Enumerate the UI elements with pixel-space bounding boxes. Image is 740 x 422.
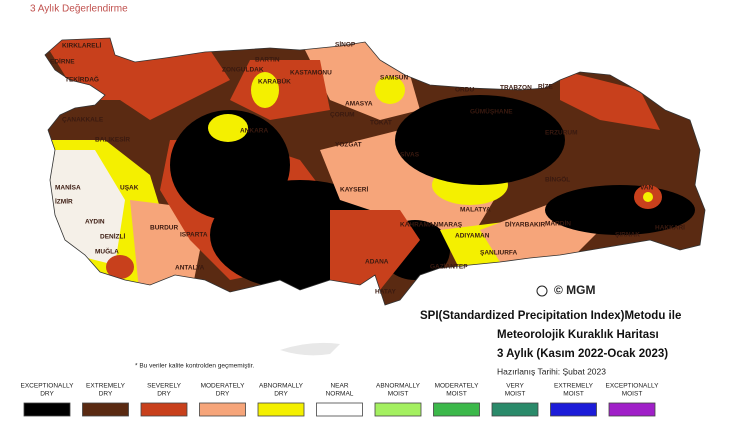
city-label: AMASYA <box>345 101 373 108</box>
city-label: KARABÜK <box>258 77 291 86</box>
city-label: EDİRNE <box>50 58 75 66</box>
city-label: ORDU <box>455 87 474 94</box>
city-label: KAHRAMANMARAŞ <box>400 222 463 229</box>
country-outline <box>44 37 706 306</box>
city-label: HAKKARİ <box>655 224 685 232</box>
city-label: ZONGULDAK <box>222 67 264 74</box>
city-label: ANTALYA <box>175 265 205 272</box>
legend-swatch <box>550 402 597 417</box>
city-label: ADIYAMAN <box>455 233 490 240</box>
legend-label: MOIST <box>622 391 643 398</box>
legend-swatch <box>316 402 363 417</box>
legend-swatch <box>82 402 129 417</box>
city-label: MARDİN <box>545 220 571 228</box>
legend-label: MOIST <box>446 391 467 398</box>
prepared-date: Hazırlanış Tarihi: Şubat 2023 <box>497 366 606 376</box>
legend-label: DRY <box>40 391 54 398</box>
logo: © MGM <box>554 283 596 297</box>
city-label: TRABZON <box>500 85 532 92</box>
city-label: ŞIRNAK <box>615 232 640 239</box>
legend-swatch <box>140 402 188 417</box>
city-label: ISPARTA <box>180 232 208 239</box>
city-label: BİNGÖL <box>545 175 570 184</box>
city-label: ÇANAKKALE <box>62 117 104 124</box>
city-label: ANKARA <box>240 128 268 135</box>
legend-label: EXTREMELY <box>554 383 594 390</box>
city-label: MALATYA <box>460 207 491 214</box>
legend-label: EXTREMELY <box>86 383 126 390</box>
legend-swatch <box>491 402 539 417</box>
city-label: ŞANLIURFA <box>480 250 518 257</box>
city-label: AYDIN <box>85 219 105 226</box>
legend-label: DRY <box>216 391 230 398</box>
legend-label: MOIST <box>505 391 526 398</box>
city-label: MANİSA <box>55 184 81 192</box>
legend-label: NEAR <box>330 383 348 390</box>
city-label: TEKİRDAĞ <box>65 75 99 84</box>
legend-label: EXCEPTIONALLY <box>21 383 75 390</box>
city-label: HATAY <box>375 289 396 296</box>
city-label: TOKAT <box>370 120 392 127</box>
legend-swatch <box>23 402 71 417</box>
legend-label: MODERATELY <box>435 383 479 390</box>
city-label: SAMSUN <box>380 75 408 82</box>
title-line: 3 Aylık (Kasım 2022-Ocak 2023) <box>497 348 668 360</box>
logo-mark <box>536 285 548 297</box>
legend-label: EXCEPTIONALLY <box>606 383 660 390</box>
legend-label: VERY <box>506 383 524 390</box>
legend: EXCEPTIONALLYDRYEXTREMELYDRYSEVERELYDRYM… <box>21 383 660 417</box>
city-label: KAYSERİ <box>340 186 368 194</box>
legend-label: DRY <box>274 391 288 398</box>
city-label: GÜMÜŞHANE <box>470 107 513 116</box>
city-label: YOZGAT <box>335 142 362 149</box>
legend-swatch <box>374 402 422 417</box>
city-label: BALIKESİR <box>95 136 130 144</box>
city-label: RİZE <box>538 83 553 91</box>
legend-label: MOIST <box>388 391 409 398</box>
note: * Bu veriler kalite kontrolden geçmemişt… <box>135 363 254 370</box>
legend-label: SEVERELY <box>147 383 182 390</box>
city-label: BURDUR <box>150 225 178 232</box>
legend-label: DRY <box>157 391 171 398</box>
city-label: DİYARBAKIR <box>505 221 546 229</box>
city-label: KASTAMONU <box>290 70 332 77</box>
legend-label: ABNORMALLY <box>259 383 304 390</box>
map-title: SPI(Standardized Precipitation Index)Met… <box>420 310 681 376</box>
legend-label: MOIST <box>563 391 584 398</box>
city-label: İZMİR <box>55 198 73 206</box>
city-label: BARTIN <box>255 57 280 64</box>
legend-label: MODERATELY <box>201 383 245 390</box>
cyprus <box>280 342 340 356</box>
legend-swatch <box>608 402 656 417</box>
title-line: Meteorolojik Kuraklık Haritası <box>497 329 659 341</box>
legend-label: ABNORMALLY <box>376 383 421 390</box>
city-label: KIRKLARELİ <box>62 42 102 50</box>
legend-swatch <box>257 402 305 417</box>
city-label: GAZİANTEP <box>430 263 468 271</box>
city-label: SİVAS <box>400 151 420 159</box>
city-label: UŞAK <box>120 185 139 192</box>
legend-swatch <box>433 402 480 417</box>
city-label: ÇORUM <box>330 112 355 119</box>
legend-label: DRY <box>99 391 113 398</box>
city-label: DENİZLİ <box>100 233 125 241</box>
legend-swatch <box>199 402 246 417</box>
city-label: SİNOP <box>335 41 356 49</box>
city-label: MUĞLA <box>95 247 119 256</box>
title-line: SPI(Standardized Precipitation Index)Met… <box>420 310 681 322</box>
page-header: 3 Aylık Değerlendirme <box>30 4 128 15</box>
legend-label: NORMAL <box>326 391 354 398</box>
city-label: ADANA <box>365 259 389 266</box>
city-label: VAN <box>640 185 654 192</box>
drought-map <box>45 38 705 305</box>
city-label: ERZURUM <box>545 130 578 137</box>
city-labels: KIRKLARELİ EDİRNE TEKİRDAĞ ÇANAKKALE BALIKES… <box>50 41 685 296</box>
